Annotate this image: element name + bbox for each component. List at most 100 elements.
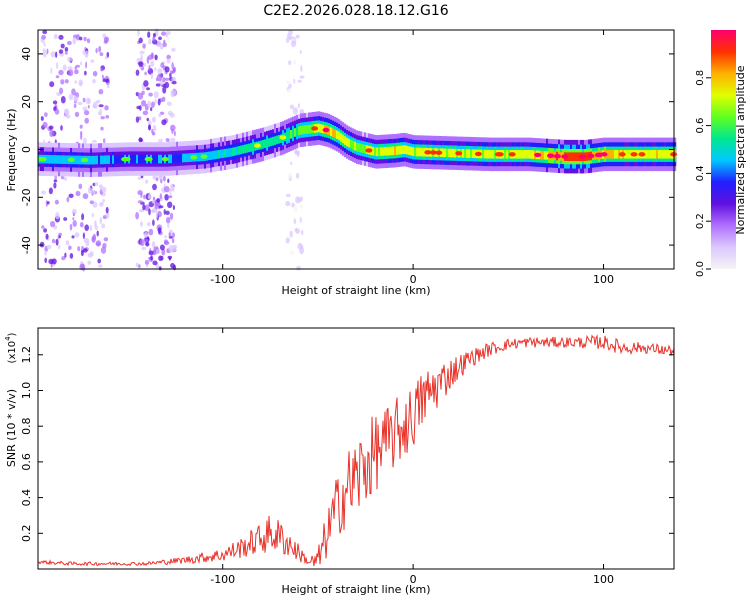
heatmap-noise-cell — [96, 99, 101, 104]
heatmap-ridge-cell — [264, 139, 267, 148]
heatmap-noise-cell — [139, 208, 145, 213]
heatmap-noise-cell — [60, 96, 66, 104]
heatmap-noise-cell — [50, 67, 53, 75]
heatmap-ridge-cell — [142, 154, 145, 164]
heatmap-noise-cell — [143, 80, 149, 87]
heatmap-ridge-cell — [446, 148, 449, 158]
heatmap-noise-cell — [101, 186, 107, 193]
heatmap-ridge-cell — [544, 151, 547, 160]
heatmap-ridge-cell — [330, 127, 333, 136]
heatmap-noise-cell — [72, 217, 75, 221]
heatmap-noise-cell — [162, 86, 167, 94]
heatmap-noise-cell — [71, 88, 76, 96]
heatmap-ridge-cell — [232, 147, 235, 157]
heatmap-noise-cell — [79, 222, 84, 228]
heatmap-noise-cell — [135, 69, 140, 76]
heatmap-noise-cell — [157, 98, 161, 106]
heatmap-noise-cell — [144, 71, 147, 76]
heatmap-noise-cell — [162, 77, 166, 83]
heatmap-ridge-cell — [610, 150, 613, 159]
snr-panel: -100 0 100 0.2 0.4 0.6 0.8 1.0 1.2 Height of st… — [4, 327, 675, 596]
heatmap-ridge-cell — [302, 125, 305, 135]
heatmap-noise-cell — [42, 121, 48, 129]
heatmap-noise-cell — [48, 187, 54, 195]
colorbar-tick-label: 0.2 — [695, 213, 706, 229]
heatmap-noise-cell — [73, 96, 79, 102]
heatmap-ridge-cell — [616, 150, 619, 159]
heatmap-ridge-cell — [296, 127, 299, 136]
heatmap-noise-cell — [171, 80, 177, 85]
heatmap-noise-cell — [155, 211, 159, 219]
heatmap-noise-cell — [82, 50, 85, 55]
heatmap-peak-cell — [547, 153, 555, 158]
spectrogram-x-axis: -100 0 100 — [210, 30, 614, 286]
heatmap-ridge-cell — [216, 150, 219, 159]
heatmap-noise-cell — [154, 98, 157, 105]
heatmap-noise-cell — [146, 87, 150, 91]
heatmap-peak-cell — [365, 148, 373, 153]
heatmap-peak-cell — [81, 157, 89, 163]
snr-x-label: Height of straight line (km) — [281, 583, 430, 596]
heatmap-noise-cell — [82, 264, 86, 272]
heatmap-ridge-cell — [198, 152, 201, 162]
heatmap-noise-cell — [105, 206, 109, 214]
heatmap-ridge-cell — [452, 148, 455, 158]
heatmap-ridge-cell — [292, 129, 295, 138]
heatmap-noise-cell — [95, 47, 98, 54]
heatmap-noise-cell — [150, 107, 153, 112]
heatmap-ridge-cell — [608, 150, 611, 159]
heatmap-noise-cell — [99, 202, 103, 207]
heatmap-noise-cell — [107, 84, 110, 89]
heatmap-noise-cell — [154, 202, 159, 210]
heatmap-noise-cell — [168, 232, 171, 238]
heatmap-noise-cell — [135, 116, 140, 123]
heatmap-ridge-cell — [522, 150, 525, 159]
heatmap-ridge-cell — [386, 146, 389, 156]
heatmap-noise-cell — [144, 204, 150, 212]
heatmap-noise-cell — [67, 66, 73, 71]
colorbar: 0.0 0.2 0.4 0.6 0.8 Normalized spectral ampl… — [695, 30, 747, 277]
heatmap-ridge-cell — [348, 138, 351, 148]
heatmap-noise-cell — [73, 103, 77, 108]
heatmap-noise-cell — [60, 175, 65, 180]
heatmap-noise-cell — [285, 200, 291, 207]
heatmap-noise-cell — [135, 262, 139, 267]
heatmap-noise-cell — [79, 36, 83, 41]
heatmap-noise-cell — [156, 198, 161, 203]
heatmap-noise-cell — [170, 262, 175, 269]
heatmap-noise-cell — [100, 126, 104, 131]
spectrogram-x-label: Height of straight line (km) — [281, 284, 430, 297]
heatmap-noise-cell — [165, 210, 170, 215]
heatmap-noise-cell — [87, 104, 90, 109]
heatmap-ridge-cell — [394, 146, 397, 155]
figure-title: C2E2.2026.028.18.12.G16 — [263, 3, 448, 19]
snr-y-axis: 0.2 0.4 0.6 0.8 1.0 1.2 — [20, 346, 674, 542]
heatmap-noise-cell — [145, 179, 149, 184]
heatmap-noise-cell — [292, 59, 297, 65]
snr-x-tick-label: -100 — [210, 573, 235, 586]
heatmap-peak-cell — [121, 157, 129, 162]
heatmap-noise-cell — [169, 112, 175, 118]
heatmap-noise-cell — [102, 33, 107, 39]
heatmap-noise-cell — [286, 80, 291, 85]
heatmap-noise-cell — [83, 36, 87, 42]
heatmap-ridge-cell — [294, 128, 297, 137]
heatmap-noise-cell — [294, 150, 301, 155]
heatmap-noise-cell — [99, 52, 104, 57]
heatmap-noise-cell — [136, 57, 141, 63]
heatmap-noise-cell — [167, 37, 170, 43]
heatmap-noise-cell — [167, 222, 170, 229]
heatmap-ridge-cell — [304, 125, 307, 134]
heatmap-noise-cell — [152, 260, 158, 266]
snr-y-tick-label: 0.2 — [20, 525, 33, 543]
heatmap-ridge-cell — [320, 124, 323, 133]
heatmap-noise-cell — [148, 54, 153, 61]
heatmap-noise-cell — [54, 199, 60, 205]
heatmap-ridge-cell — [74, 155, 77, 165]
heatmap-noise-cell — [95, 240, 102, 247]
heatmap-ridge-cell — [560, 152, 563, 161]
heatmap-ridge-cell — [246, 144, 249, 153]
heatmap-ridge-cell — [300, 125, 303, 135]
heatmap-noise-cell — [98, 89, 104, 95]
